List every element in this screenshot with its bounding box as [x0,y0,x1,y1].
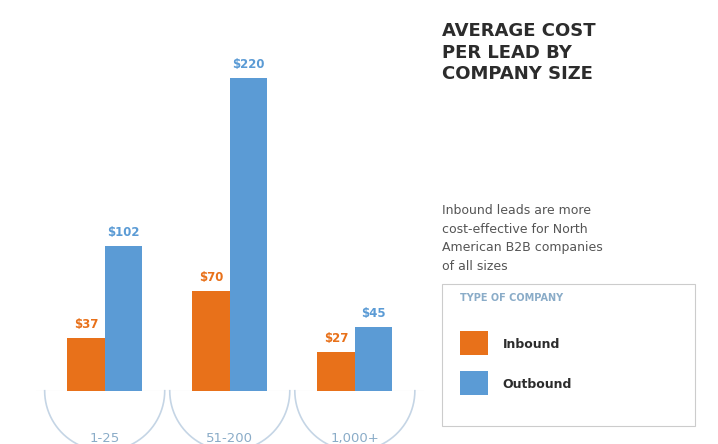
Text: Outbound: Outbound [503,377,572,391]
FancyBboxPatch shape [460,331,488,355]
Bar [317,353,355,391]
Text: $70: $70 [199,271,223,284]
Text: AVERAGE COST
PER LEAD BY
COMPANY SIZE: AVERAGE COST PER LEAD BY COMPANY SIZE [442,22,596,83]
Bar [105,246,142,391]
Bar [230,78,267,391]
Text: Inbound leads are more
cost-effective for North
American B2B companies
of all si: Inbound leads are more cost-effective fo… [442,204,603,273]
Text: $102: $102 [107,226,140,239]
FancyBboxPatch shape [442,284,695,426]
Text: $220: $220 [232,58,265,71]
Bar [192,291,230,391]
Text: Inbound: Inbound [503,337,560,351]
Text: $37: $37 [74,318,98,331]
Bar [355,327,392,391]
Text: TYPE OF COMPANY: TYPE OF COMPANY [460,293,563,303]
FancyBboxPatch shape [460,371,488,395]
Text: $27: $27 [324,332,348,345]
Bar [67,338,105,391]
Text: $45: $45 [361,307,386,320]
